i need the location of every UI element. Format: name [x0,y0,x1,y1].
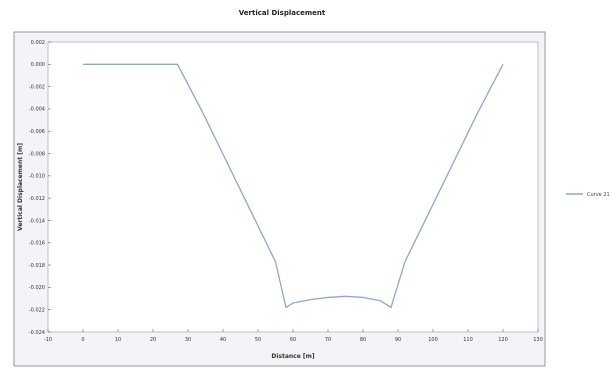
x-tick-label: 100 [428,337,438,343]
plot-area [47,41,539,333]
y-tick-label: 0.002 [31,40,45,46]
series-group [83,63,504,309]
x-tick-label: 0 [81,337,84,343]
y-tick-label: -0.012 [29,196,45,202]
x-tick-label: 70 [325,337,331,343]
series-line [83,63,504,309]
x-tick-label: 20 [150,337,156,343]
x-axis-label: Distance [m] [271,353,315,360]
y-tick-label: -0.024 [29,330,45,336]
chart-title: Vertical Displacement [239,9,326,17]
x-tick-label: 30 [185,337,191,343]
x-axis-ticks: -10 0 10 20 30 40 50 60 70 80 90 100 110 120 130 [44,329,543,343]
y-tick-label: -0.004 [29,107,45,113]
x-tick-label: 80 [360,337,366,343]
y-axis-ticks: 0.002 0.000 -0.002 -0.004 -0.006 -0.008 -0.010… [29,40,51,336]
x-tick-label: -10 [44,337,52,343]
y-axis-label: Vertical Displacement [m] [17,143,24,231]
y-tick-label: -0.014 [29,218,45,224]
legend: Curve 21 [566,192,610,198]
x-tick-label: 40 [220,337,226,343]
x-tick-label: 90 [395,337,401,343]
x-tick-label: 120 [498,337,508,343]
x-tick-label: 60 [290,337,296,343]
y-tick-label: -0.016 [29,241,45,247]
y-tick-label: -0.006 [29,129,45,135]
legend-label: Curve 21 [587,192,610,198]
y-tick-label: -0.022 [29,307,45,313]
x-tick-label: 10 [115,337,121,343]
y-tick-label: 0.000 [31,62,45,68]
x-tick-label: 50 [255,337,261,343]
y-tick-label: -0.008 [29,151,45,157]
y-tick-label: -0.018 [29,263,45,269]
y-tick-label: -0.020 [29,285,45,291]
x-tick-label: 130 [533,337,543,343]
y-tick-label: -0.010 [29,174,45,180]
y-tick-label: -0.002 [29,84,45,90]
x-tick-label: 110 [463,337,473,343]
